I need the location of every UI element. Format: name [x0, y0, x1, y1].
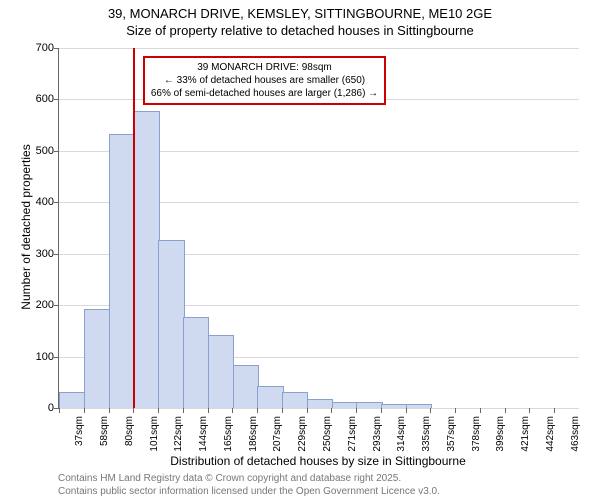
histogram-bar: [356, 402, 382, 408]
xtick-mark: [455, 408, 456, 413]
annotation-line2: ← 33% of detached houses are smaller (65…: [164, 75, 365, 86]
ytick-mark: [54, 48, 59, 49]
xtick-mark: [529, 408, 530, 413]
xtick-mark: [505, 408, 506, 413]
xtick-label: 80sqm: [124, 416, 135, 446]
ytick-label: 100: [0, 351, 54, 363]
gridline: [59, 408, 579, 409]
xtick-label: 357sqm: [446, 416, 457, 452]
xtick-label: 37sqm: [74, 416, 85, 446]
histogram-bar: [158, 240, 184, 408]
xtick-mark: [158, 408, 159, 413]
ytick-label: 600: [0, 93, 54, 105]
ytick-label: 700: [0, 42, 54, 54]
annotation-line1: 39 MONARCH DRIVE: 98sqm: [197, 62, 331, 73]
ytick-label: 400: [0, 196, 54, 208]
x-axis-label: Distribution of detached houses by size …: [58, 454, 578, 468]
xtick-label: 421sqm: [520, 416, 531, 452]
xtick-label: 250sqm: [322, 416, 333, 452]
xtick-mark: [84, 408, 85, 413]
title-line2: Size of property relative to detached ho…: [126, 23, 474, 38]
xtick-mark: [554, 408, 555, 413]
annotation-line3: 66% of semi-detached houses are larger (…: [151, 88, 378, 99]
xtick-label: 399sqm: [495, 416, 506, 452]
xtick-label: 186sqm: [248, 416, 259, 452]
xtick-mark: [406, 408, 407, 413]
xtick-label: 165sqm: [223, 416, 234, 452]
title-line1: 39, MONARCH DRIVE, KEMSLEY, SITTINGBOURN…: [108, 6, 492, 21]
histogram-bar: [134, 111, 160, 408]
xtick-label: 144sqm: [198, 416, 209, 452]
xtick-mark: [381, 408, 382, 413]
ytick-mark: [54, 99, 59, 100]
ytick-label: 300: [0, 248, 54, 260]
xtick-label: 101sqm: [149, 416, 160, 452]
xtick-label: 58sqm: [99, 416, 110, 446]
footer-line1: Contains HM Land Registry data © Crown c…: [58, 473, 401, 484]
histogram-bar: [332, 402, 358, 408]
xtick-label: 207sqm: [272, 416, 283, 452]
gridline: [59, 48, 579, 49]
ytick-mark: [54, 202, 59, 203]
ytick-label: 0: [0, 402, 54, 414]
ytick-label: 200: [0, 299, 54, 311]
ytick-mark: [54, 254, 59, 255]
histogram-bar: [406, 404, 432, 408]
xtick-mark: [480, 408, 481, 413]
xtick-label: 463sqm: [570, 416, 581, 452]
xtick-mark: [356, 408, 357, 413]
xtick-mark: [331, 408, 332, 413]
y-axis-label: Number of detached properties: [19, 127, 33, 327]
histogram-bar: [282, 392, 308, 408]
histogram-bar: [59, 392, 85, 408]
histogram-bar: [381, 404, 407, 408]
histogram-bar: [84, 309, 110, 408]
xtick-label: 293sqm: [372, 416, 383, 452]
xtick-mark: [133, 408, 134, 413]
annotation-box: 39 MONARCH DRIVE: 98sqm ← 33% of detached…: [143, 56, 386, 105]
xtick-label: 378sqm: [471, 416, 482, 452]
xtick-mark: [59, 408, 60, 413]
footer-attribution: Contains HM Land Registry data © Crown c…: [58, 472, 440, 498]
xtick-mark: [232, 408, 233, 413]
histogram-bar: [183, 317, 209, 408]
plot-area: 39 MONARCH DRIVE: 98sqm ← 33% of detached…: [58, 48, 579, 409]
xtick-mark: [307, 408, 308, 413]
histogram-bar: [233, 365, 259, 408]
footer-line2: Contains public sector information licen…: [58, 486, 440, 497]
ytick-mark: [54, 151, 59, 152]
ytick-mark: [54, 357, 59, 358]
xtick-mark: [282, 408, 283, 413]
xtick-mark: [430, 408, 431, 413]
xtick-mark: [109, 408, 110, 413]
ytick-mark: [54, 305, 59, 306]
histogram-bar: [109, 134, 135, 408]
histogram-bar: [307, 399, 333, 408]
xtick-mark: [257, 408, 258, 413]
chart-title: 39, MONARCH DRIVE, KEMSLEY, SITTINGBOURN…: [0, 0, 600, 40]
xtick-label: 314sqm: [396, 416, 407, 452]
histogram-bar: [208, 335, 234, 408]
chart-container: 39, MONARCH DRIVE, KEMSLEY, SITTINGBOURN…: [0, 0, 600, 500]
xtick-label: 335sqm: [421, 416, 432, 452]
xtick-label: 229sqm: [297, 416, 308, 452]
histogram-bar: [257, 386, 283, 408]
xtick-label: 122sqm: [173, 416, 184, 452]
ytick-label: 500: [0, 145, 54, 157]
xtick-label: 442sqm: [545, 416, 556, 452]
xtick-mark: [208, 408, 209, 413]
reference-line: [133, 48, 135, 408]
xtick-label: 271sqm: [347, 416, 358, 452]
xtick-mark: [183, 408, 184, 413]
